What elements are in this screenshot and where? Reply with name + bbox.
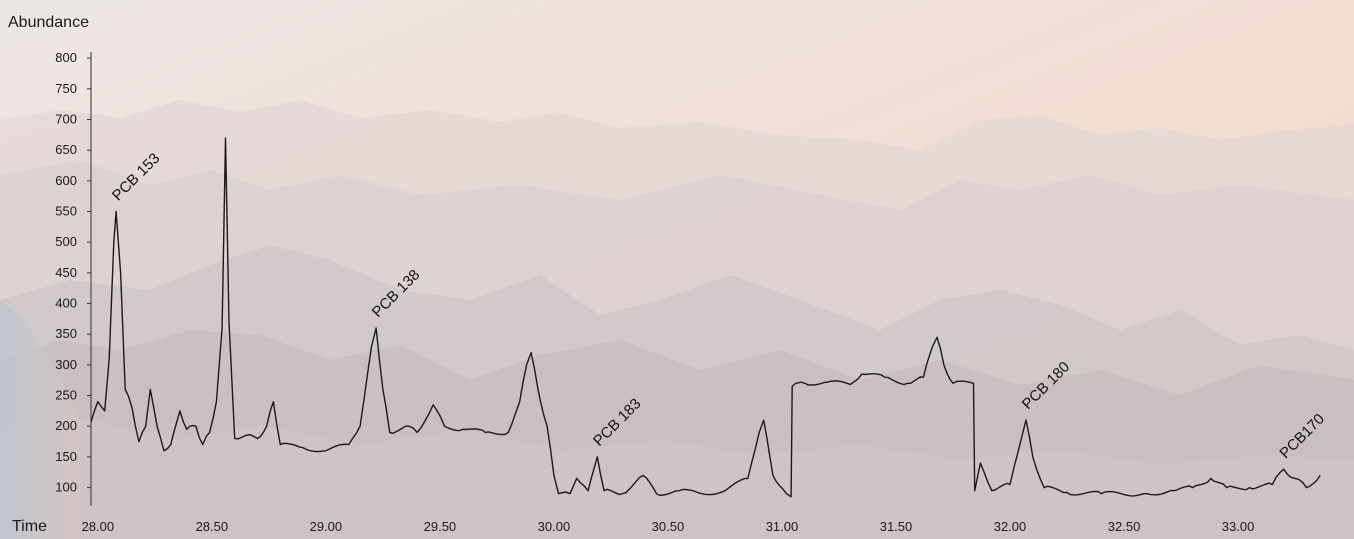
y-tick-label: 550	[55, 204, 77, 219]
x-tick-label: 32.50	[1108, 519, 1141, 534]
x-tick-label: 29.50	[424, 519, 457, 534]
y-axis-ticks: 100 150 200 250 300 350 400 450 500 550 600 650 700 7…	[55, 50, 91, 495]
x-tick-label: 33.00	[1222, 519, 1255, 534]
y-tick-label: 300	[55, 357, 77, 372]
y-tick-label: 500	[55, 234, 77, 249]
y-tick-label: 750	[55, 81, 77, 96]
y-tick-label: 250	[55, 388, 77, 403]
y-tick-label: 350	[55, 326, 77, 341]
peak-labels: PCB 153 PCB 138 PCB 183 PCB 180 PCB170	[109, 150, 1328, 462]
x-tick-label: 28.00	[82, 519, 115, 534]
y-tick-label: 150	[55, 449, 77, 464]
y-tick-label: 800	[55, 50, 77, 65]
x-tick-label: 28.50	[196, 519, 229, 534]
y-tick-label: 700	[55, 111, 77, 126]
x-tick-label: 30.50	[652, 519, 685, 534]
peak-label: PCB170	[1276, 410, 1328, 462]
y-tick-label: 450	[55, 265, 77, 280]
x-axis-title: Time	[12, 518, 47, 535]
y-tick-label: 100	[55, 480, 77, 495]
peak-label: PCB 183	[590, 395, 644, 449]
peak-label: PCB 180	[1019, 358, 1073, 412]
chromatogram-trace	[90, 137, 1321, 498]
y-axis-title: Abundance	[8, 14, 89, 31]
x-tick-label: 31.00	[766, 519, 799, 534]
x-tick-label: 31.50	[880, 519, 913, 534]
peak-label: PCB 153	[109, 150, 163, 204]
x-tick-label: 32.00	[994, 519, 1027, 534]
y-tick-label: 200	[55, 418, 77, 433]
x-tick-label: 29.00	[310, 519, 343, 534]
x-tick-label: 30.00	[538, 519, 571, 534]
y-tick-label: 600	[55, 173, 77, 188]
y-tick-label: 400	[55, 296, 77, 311]
peak-label: PCB 138	[369, 266, 423, 320]
x-axis-ticks: 28.00 28.50 29.00 29.50 30.00 30.50 31.00 31.50…	[82, 519, 1255, 534]
y-tick-label: 650	[55, 142, 77, 157]
